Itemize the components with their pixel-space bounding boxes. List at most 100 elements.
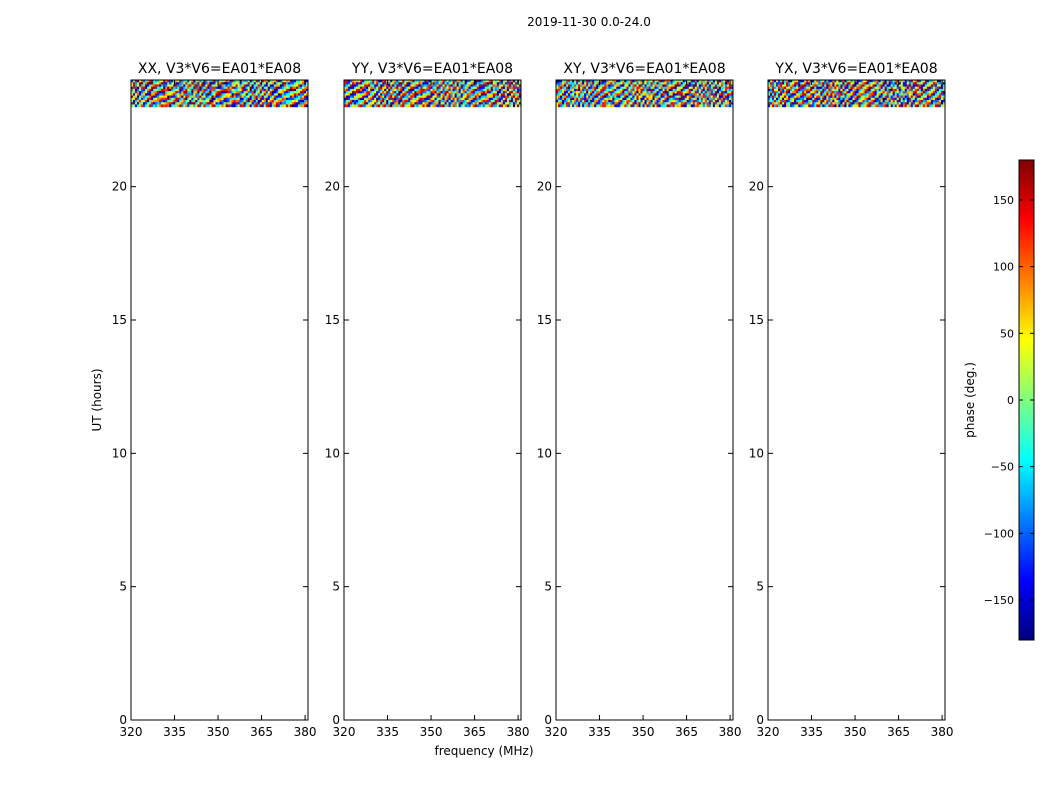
- heatmap-cell: [273, 86, 277, 90]
- heatmap-cell: [594, 97, 597, 101]
- heatmap-cell: [201, 93, 204, 97]
- heatmap-cell: [480, 100, 484, 103]
- heatmap-cell: [940, 97, 944, 101]
- heatmap-cell: [916, 100, 920, 103]
- heatmap-cell: [460, 93, 464, 97]
- heatmap-strip: [344, 80, 522, 108]
- heatmap-cell: [588, 82, 591, 85]
- heatmap-cell: [139, 80, 142, 83]
- heatmap-cell: [850, 82, 853, 85]
- heatmap-cell: [848, 82, 851, 85]
- heatmap-cell: [556, 86, 559, 90]
- heatmap-cell: [798, 97, 801, 101]
- heatmap-cell: [205, 100, 208, 103]
- heatmap-cell: [231, 91, 235, 94]
- heatmap-cell: [245, 91, 249, 94]
- heatmap-cell: [482, 104, 486, 108]
- heatmap-cell: [185, 80, 188, 83]
- heatmap-cell: [426, 100, 429, 103]
- heatmap-cell: [942, 80, 946, 83]
- heatmap-cell: [470, 80, 474, 83]
- heatmap-cell: [880, 91, 884, 94]
- heatmap-cell: [846, 100, 849, 103]
- heatmap-cell: [564, 86, 567, 90]
- heatmap-cell: [223, 97, 227, 101]
- heatmap-cell: [826, 88, 829, 92]
- heatmap-cell: [672, 91, 676, 94]
- heatmap-cell: [410, 97, 413, 101]
- heatmap-cell: [344, 104, 347, 108]
- heatmap-cell: [700, 95, 704, 99]
- heatmap-cell: [638, 84, 641, 88]
- heatmap-cell: [181, 100, 184, 103]
- heatmap-cell: [774, 86, 777, 90]
- heatmap-cell: [640, 97, 643, 101]
- heatmap-cell: [462, 102, 466, 105]
- heatmap-cell: [588, 91, 591, 94]
- heatmap-cell: [434, 80, 438, 83]
- heatmap-cell: [846, 88, 849, 92]
- heatmap-cell: [824, 97, 827, 101]
- heatmap-cell: [720, 102, 724, 105]
- heatmap-cell: [826, 93, 829, 97]
- heatmap-cell: [253, 93, 257, 97]
- heatmap-cell: [854, 97, 857, 101]
- heatmap-cell: [904, 82, 908, 85]
- heatmap-cell: [396, 97, 399, 101]
- heatmap-cell: [614, 88, 617, 92]
- heatmap-cell: [660, 104, 664, 108]
- heatmap-cell: [622, 82, 625, 85]
- heatmap-cell: [380, 97, 383, 101]
- heatmap-cell: [133, 104, 136, 108]
- heatmap-cell: [562, 91, 565, 94]
- heatmap-cell: [267, 86, 271, 90]
- heatmap-cell: [892, 104, 896, 108]
- heatmap-cell: [810, 93, 813, 97]
- heatmap-cell: [864, 95, 868, 99]
- heatmap-cell: [784, 93, 787, 97]
- heatmap-cell: [516, 93, 520, 97]
- heatmap-cell: [902, 80, 906, 83]
- heatmap-cell: [181, 88, 184, 92]
- x-tick-label: 380: [931, 725, 954, 739]
- heatmap-cell: [888, 95, 892, 99]
- heatmap-cell: [688, 97, 692, 101]
- heatmap-cell: [436, 102, 440, 105]
- heatmap-cell: [185, 104, 188, 108]
- heatmap-cell: [718, 88, 722, 92]
- heatmap-cell: [512, 91, 516, 94]
- heatmap-cell: [620, 80, 623, 83]
- heatmap-cell: [894, 95, 898, 99]
- heatmap-cell: [396, 86, 399, 90]
- y-tick-label: 5: [332, 580, 340, 594]
- heatmap-cell: [838, 97, 841, 101]
- heatmap-cell: [618, 82, 621, 85]
- heatmap-cell: [207, 97, 210, 101]
- heatmap-cell: [362, 80, 365, 83]
- heatmap-cell: [782, 95, 785, 99]
- heatmap-cell: [510, 80, 514, 83]
- heatmap-cell: [662, 84, 666, 88]
- heatmap-cell: [494, 93, 498, 97]
- heatmap-cell: [698, 80, 702, 83]
- heatmap-cell: [293, 88, 297, 92]
- heatmap-cell: [368, 84, 371, 88]
- heatmap-cell: [147, 91, 150, 94]
- heatmap-cell: [374, 102, 377, 105]
- heatmap-cell: [922, 97, 926, 101]
- heatmap-cell: [418, 100, 421, 103]
- heatmap-cell: [498, 88, 502, 92]
- heatmap-cell: [346, 102, 349, 105]
- heatmap-cell: [616, 100, 619, 103]
- heatmap-cell: [778, 84, 781, 88]
- heatmap-cell: [193, 80, 196, 83]
- heatmap-cell: [660, 97, 664, 101]
- heatmap-cell: [810, 104, 813, 108]
- heatmap-cell: [800, 102, 803, 105]
- heatmap-cell: [780, 91, 783, 94]
- heatmap-cell: [508, 82, 512, 85]
- heatmap-cell: [900, 86, 904, 90]
- heatmap-cell: [608, 84, 611, 88]
- heatmap-cell: [564, 80, 567, 83]
